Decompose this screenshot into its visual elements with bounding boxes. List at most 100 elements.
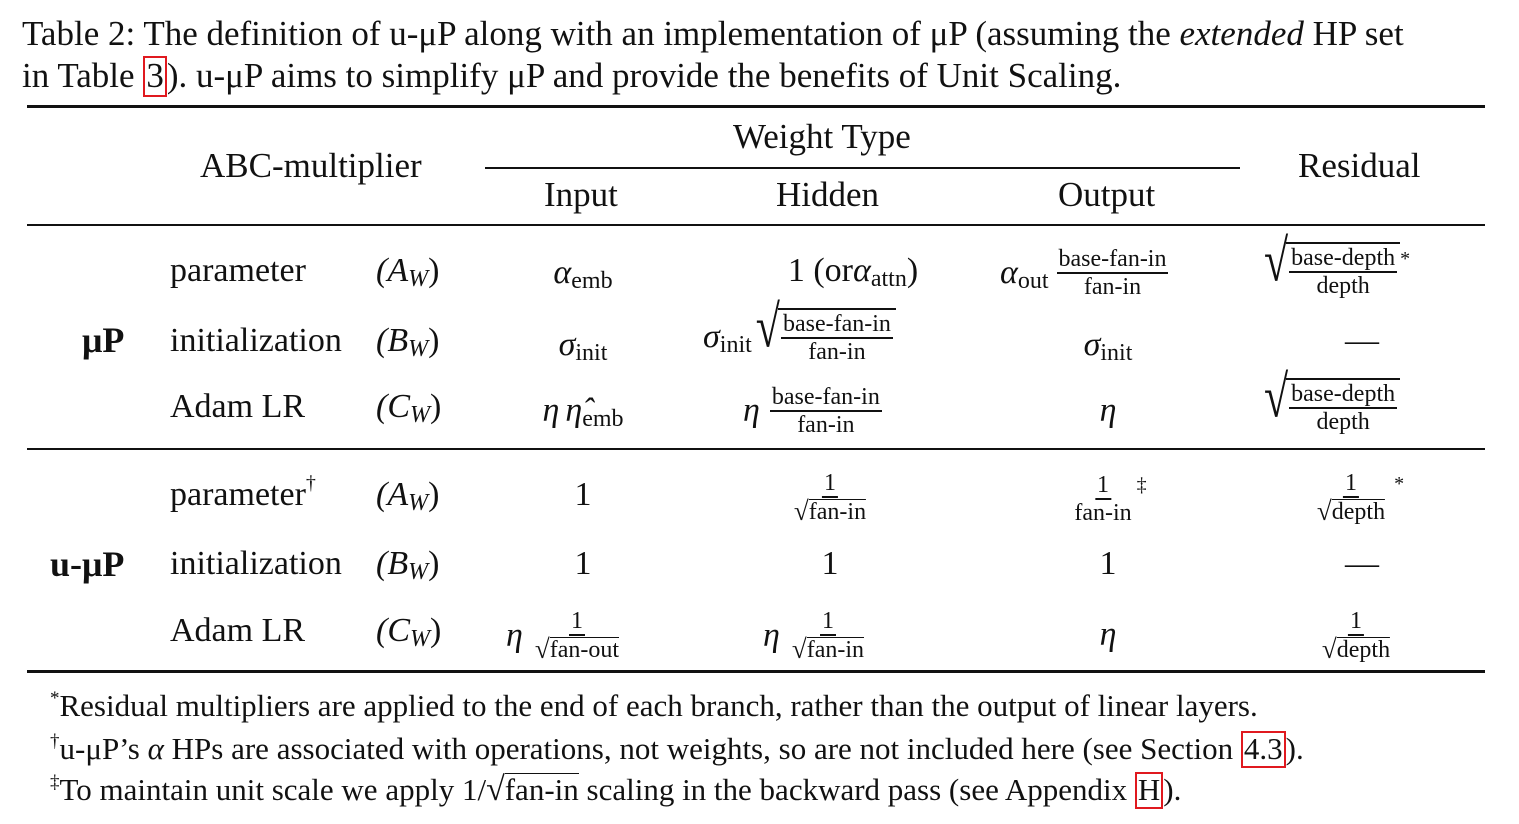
emb-subscript: emb [571,268,613,294]
denominator: fan-in [1083,274,1142,301]
sqrt-body: fan-in [808,499,867,526]
footnote-text: Residual multipliers are applied to the … [59,688,1258,723]
c-symbol: (C [376,612,410,649]
mup-init-input: σ init [559,328,608,366]
row-initialization-label-umup: initialization [170,545,342,582]
footnote-3: ‡To maintain unit scale we apply 1/√ fan-… [50,772,1181,809]
mup-adam-hidden: η base-fan-in fan-in [743,384,885,439]
init-subscript: init [575,340,608,366]
numerator: 1 [1348,608,1364,637]
row-adam-lr-label-umup: Adam LR [170,612,306,649]
mup-param-input: α emb [553,254,613,294]
sqrt: √ depth [1316,496,1386,527]
mup-param-hidden: 1 (or α attn) [788,252,919,292]
w-subscript: W [408,266,429,292]
fraction: base-depth depth [1289,245,1398,300]
table-caption-line-2: in Table 3). u-μP aims to simplify μP an… [22,56,1121,97]
mup-adam-residual: √ base-depth depth [1264,367,1401,436]
umup-adam-output: η [1100,618,1117,652]
a-symbol: (A [376,476,409,513]
row-parameter-label: parameter [170,252,306,289]
numerator: 1 [568,608,585,637]
radical-icon: √ [1264,227,1289,294]
numerator: base-fan-in [769,384,882,413]
caption-text-end: HP set [1303,14,1404,53]
sqrt-body: base-depth depth [1286,242,1401,300]
umup-init-hidden: 1 [821,545,839,582]
fraction: 1 √ depth [1320,608,1392,665]
umup-param-input: 1 [574,476,592,513]
section-4-3-link[interactable]: 4.3 [1240,731,1286,768]
umup-init-residual: — [1345,545,1379,582]
eta: η [743,392,760,430]
footnote-mark: * [50,688,60,709]
umup-init-input: 1 [574,545,592,582]
sqrt: √ depth [1322,636,1391,664]
footnote-text: scaling in the backward pass (see Append… [578,772,1135,807]
paren: ) [428,252,440,289]
sqrt: √ fan-out [535,636,620,664]
eta-hat: η̂ [565,392,583,429]
paren: ) [906,252,919,289]
star-mark: * [1400,247,1411,270]
b-symbol: (B [376,545,409,582]
sqrt-body: fan-out [549,637,620,664]
footnote-mark: † [50,731,60,752]
header-abc-multiplier: ABC-multiplier [200,146,422,185]
appendix-h-link[interactable]: H [1134,772,1164,809]
eta: η [542,392,560,429]
out-subscript: out [1017,268,1049,295]
star-mark: * [1394,473,1405,496]
fraction: base-fan-in fan-in [769,384,882,439]
header-residual: Residual [1298,146,1421,185]
mup-init-hidden: σ init √ base-fan-in fan-in [703,297,896,366]
fraction: base-fan-in fan-in [780,311,893,366]
sqrt: √ base-fan-in fan-in [756,297,896,366]
fraction: base-depth depth [1289,381,1398,436]
umup-param-output: 1 fan-in ‡ [1069,472,1146,527]
row-A-symbol-umup: (A W) [376,476,440,516]
paren: ) [428,476,440,513]
radical-icon: √ [755,293,780,360]
footnote-text: HPs are associated with operations, not … [163,731,1241,766]
row-C-symbol: (C W) [376,390,441,428]
numerator: 1 [821,470,838,499]
footnote-text: To maintain unit scale we apply 1/ [59,772,487,807]
sqrt: √ fan-in [794,498,867,526]
row-B-symbol-umup: (B W) [376,545,439,585]
group-separator-rule [27,448,1485,450]
sqrt-body: depth [1336,637,1391,664]
footnote-mark: ‡ [50,772,60,793]
parameter-text: parameter [170,476,306,513]
weight-type-rule [485,167,1240,169]
header-output: Output [1058,175,1156,214]
sqrt: √ base-depth depth [1264,367,1401,436]
table-3-link[interactable]: 3 [143,56,167,97]
umup-param-residual: 1 √ depth * [1312,470,1404,527]
row-initialization-label: initialization [170,322,342,359]
numerator: base-depth [1289,381,1398,410]
footnote-text: ). [1163,772,1182,807]
row-C-symbol-umup: (C W) [376,612,441,652]
top-rule [27,105,1485,108]
row-B-symbol: (B W) [376,324,439,362]
denominator: fan-in [1074,500,1132,527]
radical-icon: √ [486,771,505,808]
alpha: α [147,731,164,766]
mup-param-output: α out base-fan-in fan-in [1000,246,1171,301]
attn-subscript: attn [870,266,907,292]
w-subscript: W [410,402,430,428]
caption-text: Table 2: The definition of u-μP along wi… [22,14,1180,53]
mup-init-residual: — [1345,322,1379,359]
init-subscript: init [1100,340,1133,366]
denominator: √ fan-in [790,636,866,664]
mup-adam-input: η η̂ emb [542,392,623,432]
header-hidden: Hidden [776,175,880,214]
numerator: base-fan-in [1056,246,1169,275]
radical-icon: √ [1316,496,1332,527]
denominator: √ depth [1315,498,1387,526]
ddagger-mark: ‡ [1136,474,1147,497]
fraction: 1 √ fan-out [533,608,621,665]
sqrt-body: fan-in [504,772,579,808]
alpha: α [553,254,572,291]
